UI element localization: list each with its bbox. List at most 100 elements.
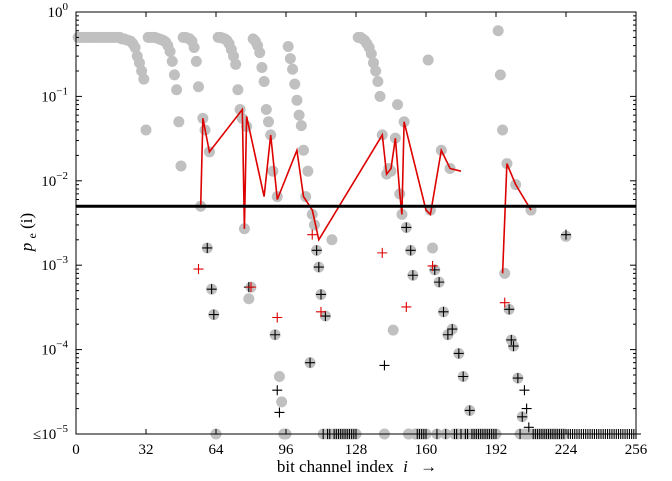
gray-point <box>258 76 270 88</box>
black-plus-point <box>311 245 322 256</box>
black-plus-point <box>434 277 445 288</box>
x-tick-label: 160 <box>415 442 438 458</box>
black-plus-point <box>506 334 517 345</box>
red-plus-point <box>246 282 256 293</box>
y-axis-label-var: p <box>17 243 36 253</box>
black-plus-point <box>316 289 326 300</box>
gray-point <box>276 396 288 408</box>
gray-point <box>267 165 279 177</box>
gray-point <box>284 53 296 65</box>
black-plus-point <box>453 348 464 359</box>
black-plus-point <box>519 385 530 396</box>
gray-point <box>232 84 244 96</box>
gray-point <box>173 116 185 128</box>
gray-point <box>193 81 204 93</box>
x-tick-label: 224 <box>555 442 578 458</box>
gray-point <box>497 124 509 136</box>
x-tick-label: 192 <box>485 442 508 458</box>
black-plus-point <box>206 284 217 295</box>
red-plus-point <box>316 306 326 317</box>
x-tick-label: 32 <box>139 442 154 458</box>
gray-point <box>370 65 382 77</box>
axis-ticks: 0 32 64 96 128 160 192 224 256 ≤10−5 10−4 10−3 10−2 1… <box>33 1 648 458</box>
black-plus-point <box>508 341 519 352</box>
gray-point <box>365 48 377 60</box>
x-tick-label: 96 <box>279 442 295 458</box>
gray-point <box>298 144 309 156</box>
black-plus-point <box>517 411 528 422</box>
black-plus-point <box>272 385 283 396</box>
black-plus-point <box>523 422 534 433</box>
gray-point <box>392 99 404 111</box>
x-axis-label: bit channel index i → <box>277 457 437 476</box>
red-line-segment <box>199 107 462 242</box>
gray-point <box>302 165 314 177</box>
y-tick-label: 10−2 <box>41 170 68 190</box>
gray-point <box>326 234 338 246</box>
gray-point <box>140 124 152 136</box>
gray-point <box>385 165 397 177</box>
gray-point <box>243 293 255 305</box>
black-plus-point <box>512 373 523 384</box>
gray-point <box>287 63 299 75</box>
plot-frame <box>75 11 637 435</box>
red-plus-point <box>307 229 318 240</box>
black-plus-point <box>429 264 440 275</box>
black-plus-point <box>320 311 331 322</box>
black-plus-point <box>270 329 281 340</box>
black-plus-point <box>521 403 532 414</box>
black-plus-point <box>405 245 416 256</box>
gray-point <box>427 242 439 254</box>
gray-point <box>374 90 386 102</box>
gray-point <box>188 41 200 53</box>
y-tick-label: 10−4 <box>41 339 68 359</box>
y-tick-label: 10−3 <box>41 254 68 274</box>
y-axis-label-arg: (i) <box>17 213 36 229</box>
black-plus-point <box>438 306 449 317</box>
black-plus-point <box>401 222 412 233</box>
x-tick-label: 256 <box>625 442 648 458</box>
gray-point <box>166 55 178 67</box>
red-plus-point <box>272 312 283 323</box>
black-plus-point <box>458 371 469 382</box>
black-plus-point <box>202 242 213 253</box>
gray-point <box>282 41 294 53</box>
gray-point <box>494 69 506 81</box>
gray-point <box>289 78 301 90</box>
y-tick-label: 100 <box>48 1 69 21</box>
x-axis-label-text: bit channel index <box>277 457 395 476</box>
x-tick-label: 0 <box>72 442 80 458</box>
gray-point <box>230 58 242 70</box>
black-plus-point <box>504 304 515 315</box>
black-plus-point <box>274 407 285 418</box>
gray-point <box>306 208 318 220</box>
gray-point <box>256 61 268 73</box>
black-plus-point <box>407 270 418 281</box>
red-plus-point <box>499 297 510 308</box>
gray-point <box>499 267 511 279</box>
y-axis-label-sub: e <box>25 233 39 238</box>
gray-point <box>291 94 303 106</box>
black-plus-point <box>447 324 458 335</box>
chart-marks <box>72 25 641 440</box>
gray-point <box>422 54 434 66</box>
black-plus-point <box>442 329 453 340</box>
gray-point <box>138 73 150 85</box>
gray-point <box>175 160 187 172</box>
red-plus-point <box>427 260 438 271</box>
gray-point <box>492 25 504 37</box>
gray-point <box>293 109 305 121</box>
y-tick-label: ≤10−5 <box>33 423 68 443</box>
red-plus-point <box>193 264 204 275</box>
gray-point <box>254 47 266 59</box>
gray-point <box>190 55 202 67</box>
gray-point <box>263 116 274 128</box>
gray-point <box>273 371 285 383</box>
black-plus-point <box>379 360 390 371</box>
gray-point <box>295 120 307 132</box>
black-plus-point <box>561 229 571 240</box>
gray-point <box>171 84 183 96</box>
x-axis-label-var: i <box>403 457 408 476</box>
red-line-segment <box>501 163 532 274</box>
